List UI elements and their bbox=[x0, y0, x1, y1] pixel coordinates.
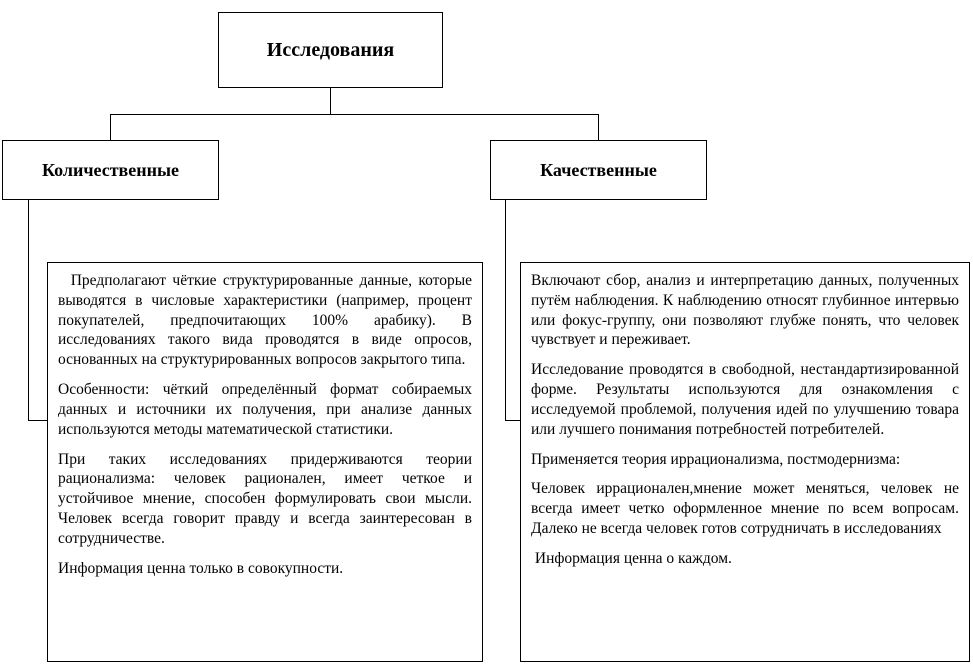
branch-quantitative-body: Предполагают чёткие структурированные да… bbox=[47, 262, 483, 662]
connector bbox=[598, 114, 599, 140]
branch-quantitative-header: Количественные bbox=[2, 140, 219, 200]
connector bbox=[28, 200, 29, 420]
connector bbox=[505, 200, 506, 420]
branch-qualitative-header: Качественные bbox=[490, 140, 707, 200]
connector bbox=[505, 420, 520, 421]
connector bbox=[110, 114, 111, 140]
connector bbox=[330, 88, 331, 114]
connector bbox=[28, 420, 47, 421]
root-node: Исследования bbox=[218, 12, 443, 88]
branch-qualitative-body: Включают сбор, анализ и интерпретацию да… bbox=[520, 262, 970, 662]
connector bbox=[110, 114, 599, 115]
